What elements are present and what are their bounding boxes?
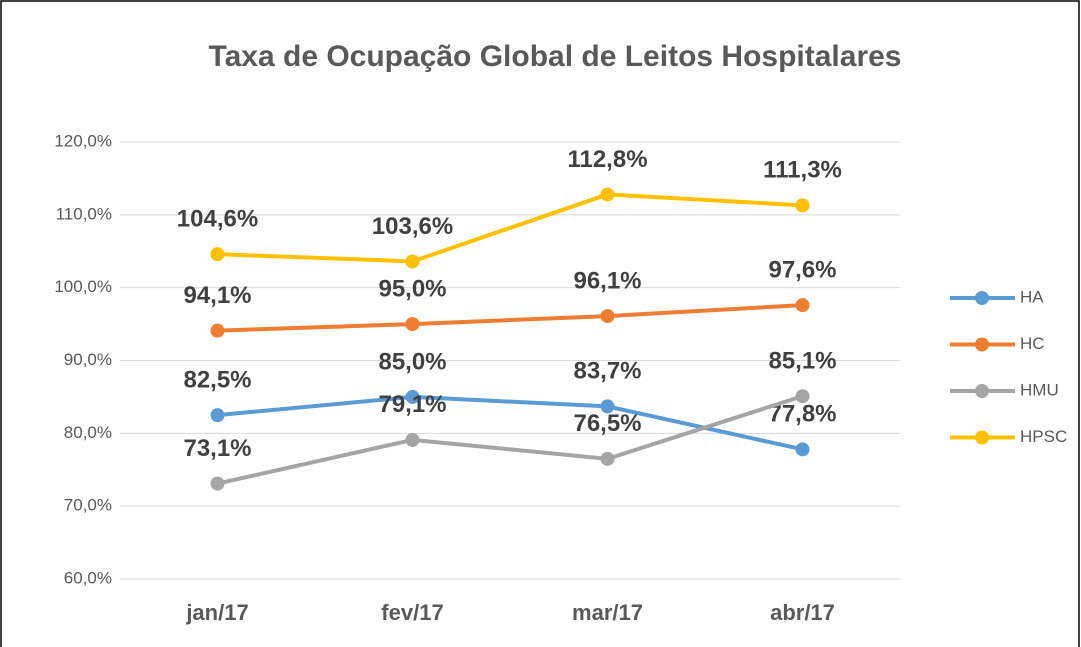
legend-marker [975, 337, 989, 352]
data-label: 111,3% [763, 157, 842, 184]
data-label: 85,0% [378, 348, 446, 375]
chart-title: Taxa de Ocupação Global de Leitos Hospit… [209, 40, 902, 73]
legend-label: HA [1020, 287, 1044, 306]
x-tick-label: abr/17 [770, 600, 835, 625]
data-label: 95,0% [378, 275, 446, 302]
legend-marker [975, 384, 989, 398]
x-tick-label: fev/17 [381, 600, 443, 625]
y-tick-label: 70,0% [64, 496, 112, 515]
data-label: 83,7% [573, 358, 641, 385]
legend-marker [975, 430, 989, 445]
data-point [600, 451, 615, 466]
data-point [600, 399, 615, 414]
data-point [405, 254, 420, 269]
data-label: 104,6% [177, 206, 258, 233]
legend-label: HPSC [1020, 427, 1067, 446]
y-tick-label: 100,0% [54, 277, 112, 296]
legend-label: HMU [1020, 380, 1059, 399]
data-point [210, 408, 225, 423]
data-point [795, 298, 810, 313]
y-tick-label: 120,0% [54, 131, 112, 150]
data-label: 76,5% [573, 410, 641, 437]
data-label: 85,1% [768, 348, 836, 375]
y-tick-label: 90,0% [64, 350, 112, 369]
data-point [405, 317, 420, 332]
legend-label: HC [1020, 334, 1045, 353]
series-line [217, 394, 804, 486]
data-point [405, 389, 420, 404]
data-point [795, 442, 810, 457]
data-point [210, 476, 225, 491]
data-point [600, 187, 615, 202]
series-line [217, 192, 803, 264]
y-tick-label: 80,0% [64, 423, 112, 442]
y-tick-label: 110,0% [56, 204, 112, 223]
data-point [795, 198, 810, 213]
data-label: 112,8% [567, 146, 647, 173]
data-label: 96,1% [573, 267, 641, 294]
series-line [217, 303, 803, 333]
data-label: 79,1% [378, 391, 446, 418]
data-label: 94,1% [183, 282, 251, 309]
x-tick-label: jan/17 [185, 600, 248, 625]
data-label: 73,1% [183, 435, 251, 462]
data-point [600, 309, 615, 324]
legend-marker [975, 291, 989, 305]
data-point [210, 323, 225, 338]
data-point [210, 247, 225, 262]
data-point [795, 389, 810, 404]
data-label: 103,6% [372, 213, 453, 240]
x-tick-label: mar/17 [572, 600, 643, 625]
y-tick-label: 60,0% [64, 568, 112, 587]
data-label: 97,6% [768, 256, 836, 283]
data-label: 82,5% [183, 366, 251, 393]
data-point [405, 432, 420, 447]
